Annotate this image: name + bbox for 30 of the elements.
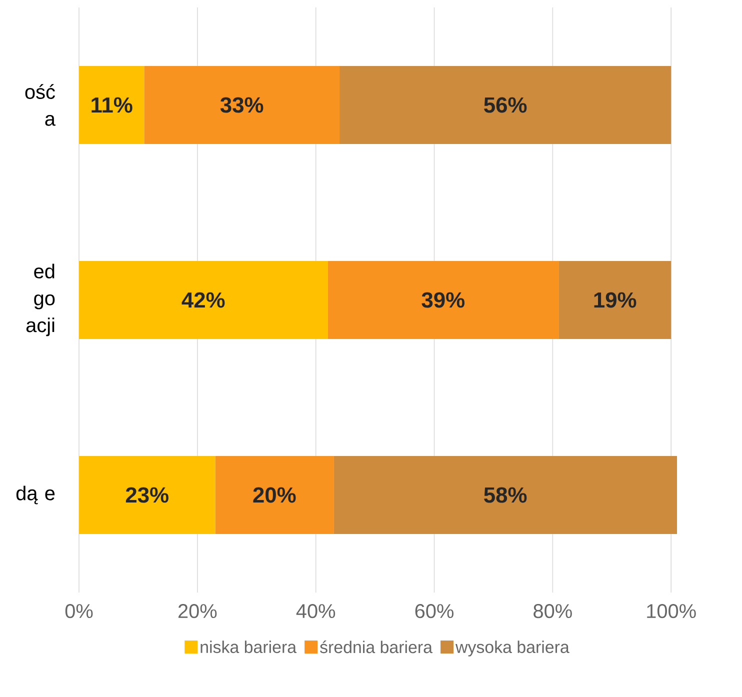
bar <box>79 456 216 534</box>
data-label: 39% <box>422 292 464 308</box>
legend-label: średnia bariera <box>320 640 432 654</box>
data-label: 56% <box>484 97 527 113</box>
bar <box>144 66 340 144</box>
bar <box>328 260 559 339</box>
x-tick-label: 0% <box>65 604 93 618</box>
bar <box>79 260 328 339</box>
data-label: 33% <box>220 97 264 113</box>
bar <box>558 260 672 339</box>
data-label: 20% <box>253 487 296 503</box>
x-tick-label: 20% <box>178 604 217 618</box>
y-tick-label: dą e <box>16 486 55 504</box>
data-label: 42% <box>182 292 225 308</box>
data-label: 11% <box>92 97 132 113</box>
bar <box>79 66 144 144</box>
bar <box>334 456 678 534</box>
y-tick-label: ed go acji <box>26 264 55 336</box>
x-tick-label: 80% <box>534 604 572 618</box>
x-tick-label: 60% <box>415 604 454 618</box>
data-label: 19% <box>594 292 636 308</box>
legend-label: wysoka bariera <box>455 640 570 656</box>
bar <box>215 456 334 534</box>
y-tick-label: ość a <box>25 84 56 126</box>
data-label: 58% <box>484 487 527 503</box>
data-label: 23% <box>126 487 168 503</box>
bar <box>340 66 672 144</box>
x-tick-label: 40% <box>296 604 336 618</box>
legend-label: niska bariera <box>200 640 297 654</box>
x-tick-label: 100% <box>647 604 696 618</box>
